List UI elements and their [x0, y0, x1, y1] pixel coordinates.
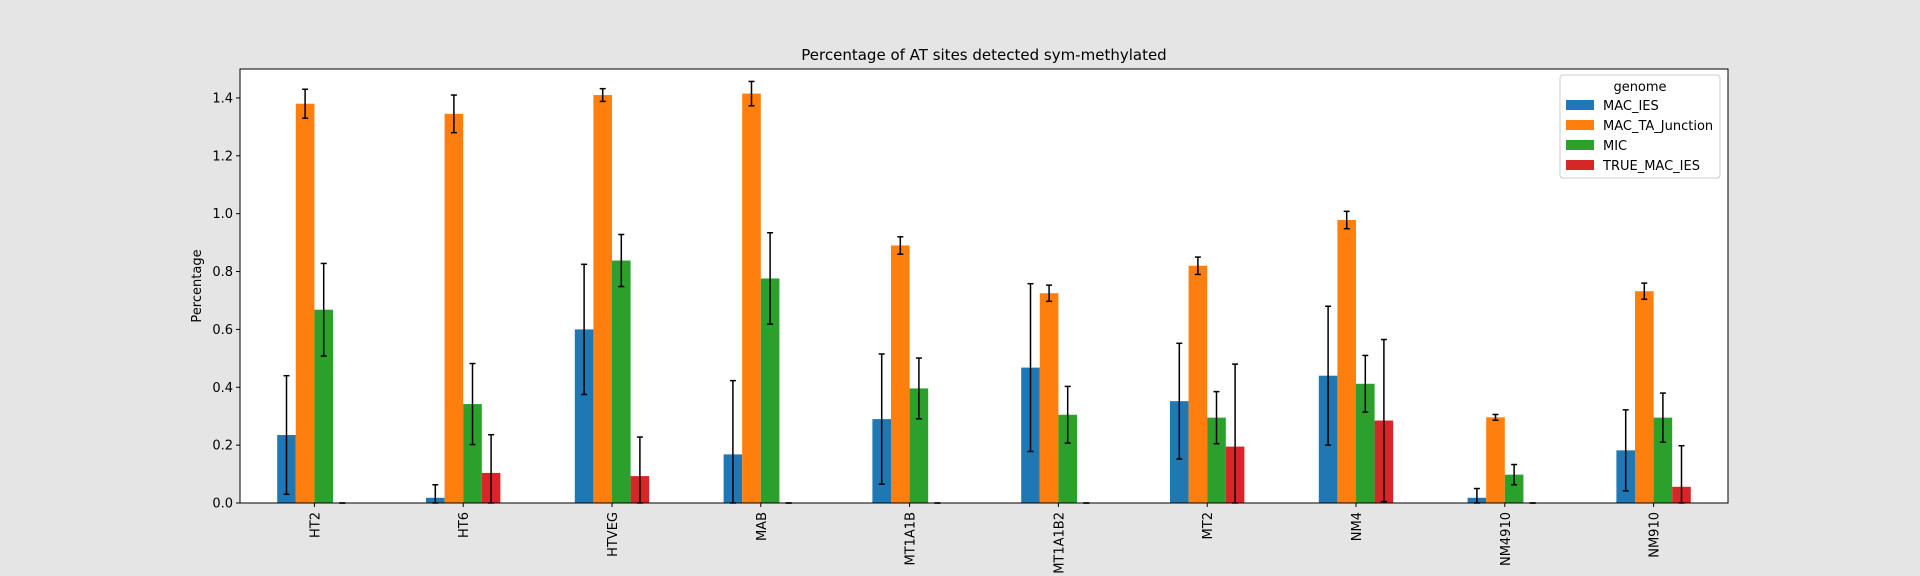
- bar-mic-mt2: [1207, 417, 1226, 503]
- error-bar-mac_ies-nm4: [1325, 305, 1332, 446]
- bar-mic-ht6: [463, 404, 482, 503]
- legend-entry-mac_ta_junction: MAC_TA_Junction: [1566, 119, 1713, 134]
- error-bar-mac_ta_junction-nm4: [1343, 210, 1350, 230]
- bar-mac_ta_junction-mt2: [1188, 265, 1208, 503]
- plot-frame: [239, 68, 1729, 504]
- error-bar-mic-ht2: [320, 262, 327, 357]
- y-tick-label: 0.8: [212, 265, 233, 280]
- legend-entry-mac_ies: MAC_IES: [1566, 99, 1659, 114]
- error-bar-mic-nm910: [1659, 392, 1666, 443]
- error-bar-mic-htveg: [618, 233, 625, 288]
- legend-entry-true_mac_ies: TRUE_MAC_IES: [1566, 159, 1700, 174]
- error-bar-mac_ies-mt1a1b2: [1027, 282, 1034, 453]
- bars-group: [277, 93, 1691, 504]
- x-axis: HT2 HT6 HTVEG MAB MT1A1B MT1A1B2 MT2 NM4 NM4910 N…: [308, 503, 1663, 574]
- error-bar-mic-nm4: [1362, 354, 1369, 413]
- error-bars-group: [283, 80, 1685, 504]
- error-bar-mic-mt1a1b: [915, 357, 922, 420]
- bar-mac_ta_junction-ht6: [444, 113, 464, 503]
- legend-entries: MAC_IES MAC_TA_Junction MIC TRUE_MAC_IES: [1566, 99, 1713, 174]
- error-bar-mac_ta_junction-mt1a1b2: [1046, 284, 1053, 303]
- bar-mic-mt1a1b2: [1058, 414, 1077, 503]
- error-bar-mac_ies-nm910: [1622, 409, 1629, 492]
- error-bar-mac_ies-mt2: [1176, 342, 1183, 460]
- error-bar-mac_ta_junction-mt1a1b: [897, 236, 904, 255]
- bar-mic-nm4910: [1504, 474, 1524, 503]
- y-tick-label: 0.6: [212, 323, 233, 338]
- bar-mic-ht2: [314, 309, 333, 503]
- bar-mac_ta_junction-mt1a1b2: [1039, 293, 1059, 503]
- legend-box: [1559, 74, 1721, 179]
- y-tick-label: 0.2: [212, 439, 233, 454]
- error-bar-mac_ta_junction-nm4910: [1492, 413, 1499, 422]
- x-tick-label-ht6: HT6: [457, 512, 472, 538]
- bar-mic-mab: [760, 278, 780, 503]
- bar-mac_ta_junction-htveg: [593, 95, 612, 503]
- error-bar-mac_ies-htveg: [581, 263, 588, 396]
- legend-label: MIC: [1603, 139, 1627, 154]
- error-bar-mac_ies-mt1a1b: [878, 353, 885, 485]
- bar-mac_ta_junction-nm4: [1337, 220, 1356, 504]
- legend-label: MAC_IES: [1603, 99, 1659, 114]
- legend-swatch: [1566, 120, 1594, 130]
- bar-mac_ta_junction-ht2: [295, 103, 315, 503]
- bar-mac_ies-htveg: [574, 329, 594, 503]
- x-tick-label-mab: MAB: [755, 512, 770, 541]
- bar-mac_ta_junction-nm4910: [1486, 417, 1505, 503]
- bar-mac_ta_junction-nm910: [1635, 291, 1654, 503]
- legend-title: genome: [1613, 80, 1666, 95]
- y-tick-label: 1.4: [212, 91, 233, 106]
- error-bar-mic-mab: [767, 232, 774, 325]
- error-bar-mac_ta_junction-ht2: [302, 88, 309, 119]
- error-bar-mic-mt2: [1213, 390, 1220, 445]
- bar-mic-htveg: [612, 260, 631, 503]
- x-tick-label-nm4: NM4: [1350, 512, 1365, 541]
- bar-mic-mt1a1b: [909, 388, 929, 503]
- error-bar-mic-mt1a1b2: [1064, 385, 1071, 444]
- y-tick-label: 1.0: [212, 207, 233, 222]
- bar-mic-nm4: [1356, 383, 1375, 503]
- y-tick-label: 0.4: [212, 381, 233, 396]
- x-tick-label-mt2: MT2: [1201, 512, 1216, 539]
- bar-mac_ta_junction-mab: [742, 93, 761, 504]
- bar-mac_ta_junction-mt1a1b: [891, 245, 910, 503]
- legend-swatch: [1566, 100, 1594, 110]
- y-axis-label: Percentage: [190, 249, 205, 322]
- error-bar-true_mac_ies-nm4: [1380, 338, 1387, 503]
- legend-entry-mic: MIC: [1566, 139, 1627, 154]
- legend-label: TRUE_MAC_IES: [1602, 159, 1700, 174]
- error-bar-mac_ta_junction-nm910: [1641, 282, 1648, 301]
- x-tick-label-nm910: NM910: [1648, 512, 1663, 558]
- x-tick-label-ht2: HT2: [308, 512, 323, 538]
- legend-label: MAC_TA_Junction: [1603, 119, 1713, 134]
- x-tick-label-nm4910: NM4910: [1499, 512, 1514, 566]
- legend-swatch: [1566, 160, 1594, 170]
- error-bar-mic-nm4910: [1511, 463, 1518, 486]
- x-tick-label-mt1a1b2: MT1A1B2: [1052, 512, 1067, 574]
- y-tick-label: 0.0: [212, 497, 233, 512]
- bar-mic-nm910: [1653, 417, 1673, 503]
- error-bar-mac_ta_junction-mab: [748, 80, 755, 107]
- legend: genome MAC_IES MAC_TA_Junction MIC TRUE_MAC…: [1559, 74, 1721, 179]
- plot-area: [240, 69, 1728, 503]
- error-bar-mac_ta_junction-ht6: [450, 94, 457, 134]
- x-tick-label-mt1a1b: MT1A1B: [904, 512, 919, 566]
- error-bar-mac_ies-ht2: [283, 374, 290, 496]
- x-tick-label-htveg: HTVEG: [606, 512, 621, 557]
- legend-swatch: [1566, 140, 1594, 150]
- chart-title: Percentage of AT sites detected sym-meth…: [801, 46, 1166, 64]
- error-bar-mac_ta_junction-htveg: [599, 87, 606, 103]
- error-bar-mac_ta_junction-mt2: [1194, 256, 1201, 276]
- error-bar-mic-ht6: [469, 362, 476, 446]
- y-axis: 0.0 0.2 0.4 0.6 0.8 1.0 1.2 1.4: [212, 91, 240, 512]
- y-tick-label: 1.2: [212, 149, 233, 164]
